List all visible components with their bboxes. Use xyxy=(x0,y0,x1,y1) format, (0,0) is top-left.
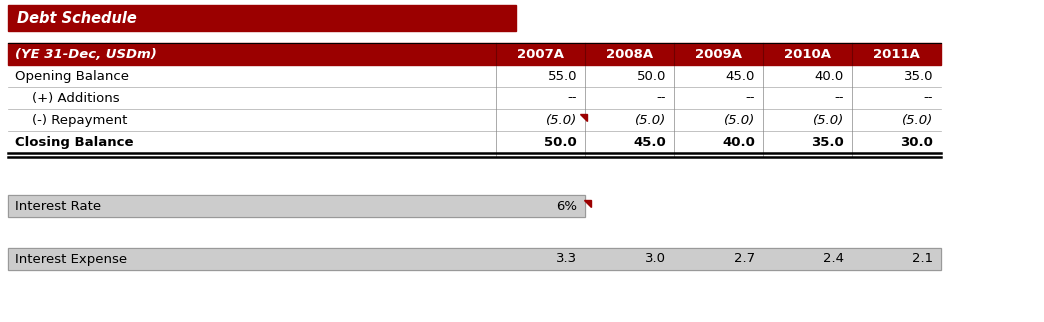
Bar xyxy=(8,248,941,270)
Text: --: -- xyxy=(657,91,666,105)
Text: --: -- xyxy=(924,91,933,105)
Text: 3.0: 3.0 xyxy=(645,252,666,266)
Bar xyxy=(8,109,941,131)
Text: Opening Balance: Opening Balance xyxy=(15,70,129,82)
Bar xyxy=(8,248,941,270)
Text: (5.0): (5.0) xyxy=(723,113,755,127)
Text: Debt Schedule: Debt Schedule xyxy=(17,11,137,25)
Text: 35.0: 35.0 xyxy=(903,70,933,82)
Text: (-) Repayment: (-) Repayment xyxy=(15,113,127,127)
Text: 40.0: 40.0 xyxy=(722,136,755,148)
Text: 3.3: 3.3 xyxy=(555,252,577,266)
Text: Interest Expense: Interest Expense xyxy=(15,252,127,266)
Polygon shape xyxy=(580,114,587,121)
Bar xyxy=(8,195,585,217)
Bar xyxy=(8,5,516,31)
Bar xyxy=(8,43,941,65)
Text: 2011A: 2011A xyxy=(873,48,920,61)
Text: 50.0: 50.0 xyxy=(637,70,666,82)
Text: 6%: 6% xyxy=(556,200,577,213)
Text: 30.0: 30.0 xyxy=(900,136,933,148)
Text: 2.7: 2.7 xyxy=(734,252,755,266)
Text: 2010A: 2010A xyxy=(784,48,831,61)
Text: 2007A: 2007A xyxy=(517,48,564,61)
Text: 2.1: 2.1 xyxy=(911,252,933,266)
Bar xyxy=(8,87,941,109)
Text: 35.0: 35.0 xyxy=(811,136,844,148)
Text: (5.0): (5.0) xyxy=(812,113,844,127)
Text: Interest Rate: Interest Rate xyxy=(15,200,101,213)
Text: 45.0: 45.0 xyxy=(634,136,666,148)
Polygon shape xyxy=(584,200,591,207)
Bar xyxy=(8,195,585,217)
Text: 40.0: 40.0 xyxy=(814,70,844,82)
Text: 2009A: 2009A xyxy=(695,48,742,61)
Text: (5.0): (5.0) xyxy=(635,113,666,127)
Text: 50.0: 50.0 xyxy=(544,136,577,148)
Text: 2008A: 2008A xyxy=(606,48,654,61)
Bar xyxy=(8,65,941,87)
Text: 2.4: 2.4 xyxy=(823,252,844,266)
Text: (+) Additions: (+) Additions xyxy=(15,91,120,105)
Text: (YE 31-Dec, USDm): (YE 31-Dec, USDm) xyxy=(15,48,157,61)
Text: (5.0): (5.0) xyxy=(546,113,577,127)
Text: --: -- xyxy=(834,91,844,105)
Text: (5.0): (5.0) xyxy=(902,113,933,127)
Text: --: -- xyxy=(745,91,755,105)
Bar xyxy=(8,131,941,153)
Text: --: -- xyxy=(568,91,577,105)
Text: 45.0: 45.0 xyxy=(726,70,755,82)
Text: Closing Balance: Closing Balance xyxy=(15,136,134,148)
Text: 55.0: 55.0 xyxy=(547,70,577,82)
